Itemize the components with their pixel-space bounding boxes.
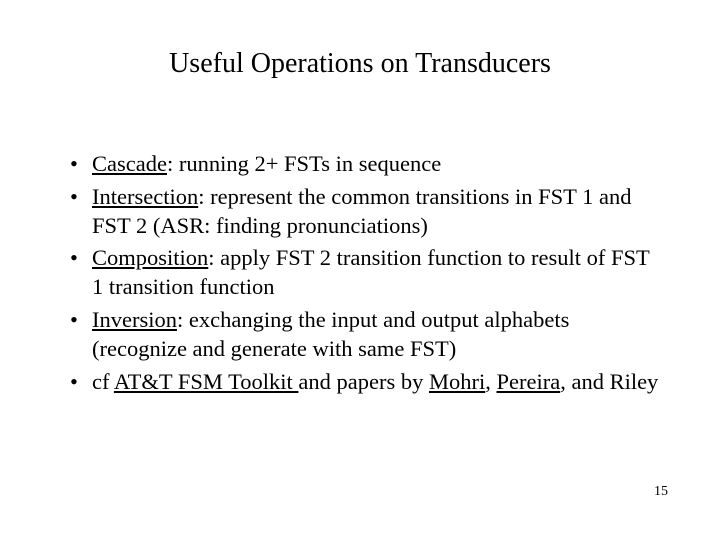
bullet-cascade-text: : running 2+ FSTs in sequence [167,151,441,176]
slide: Useful Operations on Transducers Cascade… [0,0,720,540]
term-intersection: Intersection [92,184,198,209]
ref-post: , and Riley [560,369,658,394]
slide-title: Useful Operations on Transducers [0,48,720,80]
ref-pre: cf [92,369,114,394]
bullet-cascade: Cascade: running 2+ FSTs in sequence [70,150,660,179]
page-number: 15 [654,484,668,500]
term-composition: Composition [92,245,208,270]
ref-mid1: and papers by [298,369,429,394]
term-inversion: Inversion [92,307,177,332]
ref-mid2: , [485,369,496,394]
bullet-references: cf AT&T FSM Toolkit and papers by Mohri,… [70,368,660,397]
term-cascade: Cascade [92,151,167,176]
bullet-intersection: Intersection: represent the common trans… [70,183,660,241]
bullet-composition: Composition: apply FST 2 transition func… [70,244,660,302]
link-pereira[interactable]: Pereira [496,369,560,394]
bullet-inversion: Inversion: exchanging the input and outp… [70,306,660,364]
link-mohri[interactable]: Mohri [429,369,485,394]
bullet-list: Cascade: running 2+ FSTs in sequence Int… [70,150,660,396]
slide-body: Cascade: running 2+ FSTs in sequence Int… [70,150,660,400]
link-att-fsm-toolkit[interactable]: AT&T FSM Toolkit [114,369,299,394]
